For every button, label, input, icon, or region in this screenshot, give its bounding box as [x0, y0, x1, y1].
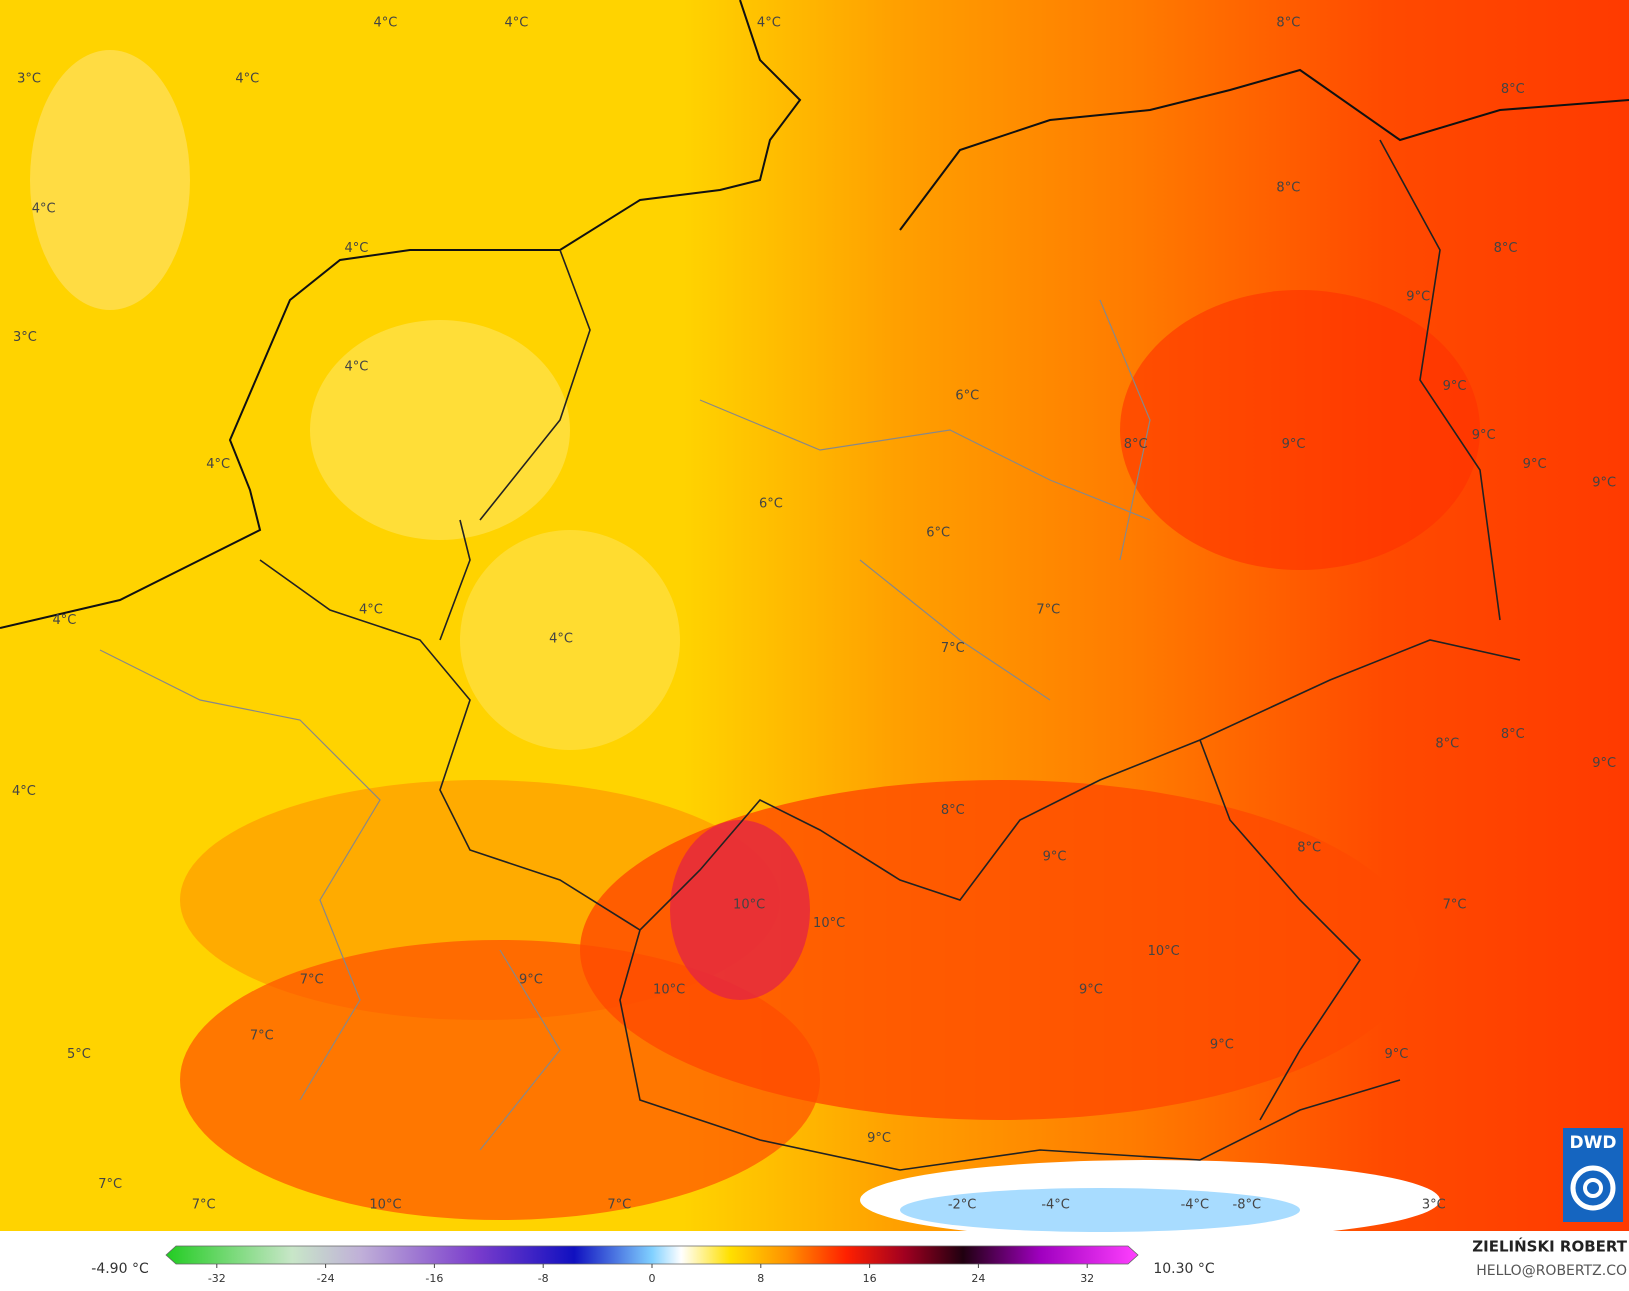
temperature-label: 9°C: [1472, 428, 1496, 443]
temperature-label: 8°C: [1276, 181, 1300, 196]
warm-zone: [1120, 290, 1480, 570]
temperature-label: 3°C: [13, 330, 37, 345]
temperature-label: 9°C: [1079, 983, 1103, 998]
temperature-label: 8°C: [1501, 82, 1525, 97]
temperature-label: 4°C: [344, 241, 368, 256]
alps-cold: [900, 1188, 1300, 1232]
temperature-label: 7°C: [607, 1198, 631, 1213]
temperature-label: 8°C: [1435, 736, 1459, 751]
temperature-label: 9°C: [1210, 1038, 1234, 1053]
temperature-label: 9°C: [1406, 290, 1430, 305]
temperature-label: 9°C: [1384, 1047, 1408, 1062]
temperature-label: 7°C: [941, 641, 965, 656]
colorbar-tick-label: -24: [317, 1272, 335, 1285]
colorbar-tick-label: 16: [863, 1272, 877, 1285]
temperature-label: 4°C: [757, 15, 781, 30]
temperature-label: 3°C: [1422, 1198, 1446, 1213]
colorbar-tick-label: 24: [971, 1272, 985, 1285]
min-value: -4.90 °C: [91, 1261, 149, 1277]
temperature-label: 4°C: [359, 602, 383, 617]
temperature-label: 9°C: [1592, 476, 1616, 491]
temperature-label: 9°C: [867, 1131, 891, 1146]
temperature-label: 6°C: [759, 496, 783, 511]
logo-swirl: [1583, 1178, 1603, 1198]
temperature-label: 4°C: [374, 15, 398, 30]
temperature-label: 10°C: [733, 897, 765, 912]
colorbar-tick-label: 8: [757, 1272, 764, 1285]
temperature-label: 4°C: [504, 15, 528, 30]
temperature-label: 4°C: [32, 201, 56, 216]
colorbar-tick-label: -16: [425, 1272, 443, 1285]
temperature-label: 4°C: [344, 359, 368, 374]
temperature-label: 4°C: [206, 457, 230, 472]
temperature-label: 8°C: [1494, 241, 1518, 256]
coastline: [899, 68, 1629, 231]
colorbar-tick-label: -32: [208, 1272, 226, 1285]
temperature-label: 9°C: [1043, 850, 1067, 865]
temperature-label: 7°C: [250, 1028, 274, 1043]
temperature-label: -4°C: [1181, 1198, 1210, 1213]
temperature-label: -4°C: [1041, 1198, 1070, 1213]
temperature-labels: 4°C 4°C 4°C 8°C 3°C 4°C 8°C 4°C 8°C 4°C 8°C 9°C 3°C 4…: [12, 15, 1616, 1212]
temperature-label: 8°C: [941, 803, 965, 818]
temperature-label: 9°C: [1523, 457, 1547, 472]
temperature-label: 7°C: [98, 1177, 122, 1192]
temperature-label: 8°C: [1501, 727, 1525, 742]
temperature-label: 10°C: [1148, 944, 1180, 959]
cool-zone: [310, 320, 570, 540]
temperature-label: 7°C: [300, 972, 324, 987]
temperature-label: 5°C: [67, 1047, 91, 1062]
temperature-label: -2°C: [948, 1198, 977, 1213]
temperature-label: 4°C: [12, 784, 36, 799]
temperature-label: 9°C: [519, 972, 543, 987]
temperature-label: 7°C: [192, 1198, 216, 1213]
email: HELLO@ROBERTZ.CO: [1476, 1263, 1627, 1279]
temperature-label: 4°C: [235, 71, 259, 86]
cool-zone: [460, 530, 680, 750]
temperature-label: 10°C: [369, 1198, 401, 1213]
temperature-label: 9°C: [1443, 379, 1467, 394]
max-value: 10.30 °C: [1153, 1261, 1215, 1277]
border: [259, 139, 1521, 1171]
temperature-label: 7°C: [1443, 897, 1467, 912]
colorbar-tick-label: 0: [649, 1272, 656, 1285]
temperature-label: -8°C: [1233, 1198, 1262, 1213]
map: 4°C 4°C 4°C 8°C 3°C 4°C 8°C 4°C 8°C 4°C 8°C 9°C 3°C 4…: [0, 0, 1629, 1232]
cool-zone: [30, 50, 190, 310]
temperature-label: 7°C: [1036, 602, 1060, 617]
colorbar-tick-label: -8: [538, 1272, 549, 1285]
coastline: [0, 0, 802, 629]
logo-text: DWD: [1570, 1133, 1617, 1153]
logo-swirl: [1570, 1165, 1616, 1211]
temperature-label: 8°C: [1276, 15, 1300, 30]
temperature-label: 10°C: [813, 916, 845, 931]
temperature-label: 6°C: [955, 388, 979, 403]
region-border: [99, 299, 1151, 1151]
temperature-label: 10°C: [653, 983, 685, 998]
temperature-label: 4°C: [549, 631, 573, 646]
author: ZIELIŃSKI ROBERT: [1472, 1237, 1627, 1256]
temperature-label: 8°C: [1297, 840, 1321, 855]
temperature-label: 3°C: [17, 71, 41, 86]
temperature-label: 8°C: [1124, 437, 1148, 452]
temperature-label: 9°C: [1592, 756, 1616, 771]
colorbar-tick-label: 32: [1080, 1272, 1094, 1285]
dwd-logo: DWD: [1563, 1128, 1623, 1222]
temperature-label: 9°C: [1282, 437, 1306, 452]
temperature-label: 4°C: [52, 613, 76, 628]
colorbar: -4.90 °C 10.30 °C -32 -24 -16 -8 0 8 16 24 32: [91, 1245, 1215, 1285]
temperature-label: 6°C: [926, 526, 950, 541]
colorbar-ramp: [165, 1245, 1139, 1265]
